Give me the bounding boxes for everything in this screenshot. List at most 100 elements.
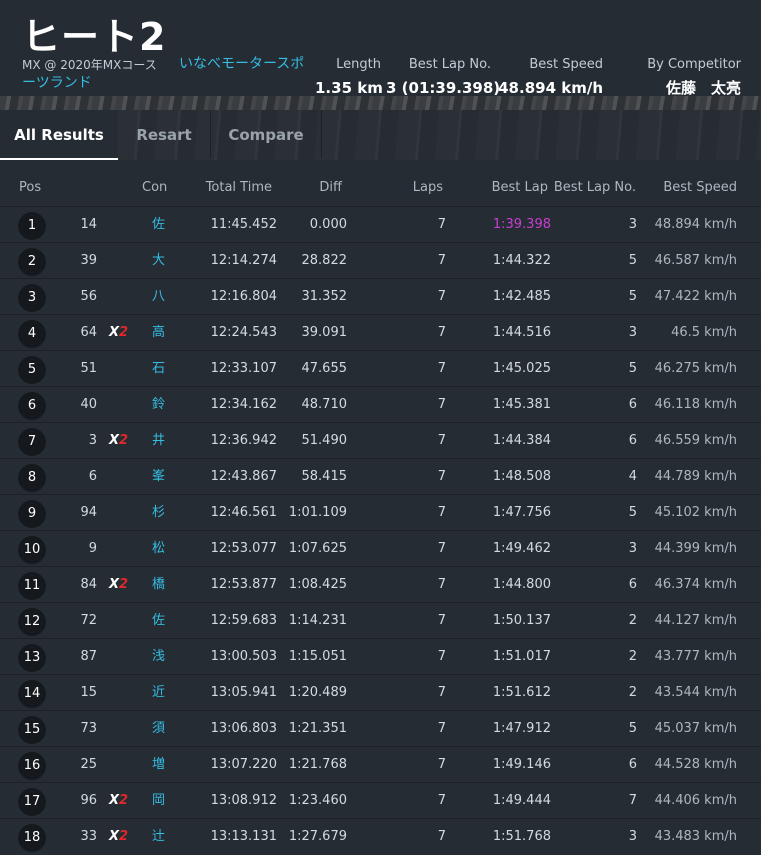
competitor-link[interactable]: 橋 <box>152 577 166 592</box>
best-speed: 46.374 km/h <box>654 577 737 592</box>
lap-count: 7 <box>437 577 446 592</box>
lap-count: 7 <box>437 361 446 376</box>
best-lap-number: 3 <box>628 217 637 232</box>
table-row[interactable]: 13 87 浅 13:00.503 1:15.051 7 1:51.017 2 43.777 k… <box>0 638 761 674</box>
best-lap-time: 1:47.912 <box>492 721 551 736</box>
table-row[interactable]: 14 15 近 13:05.941 1:20.489 7 1:51.612 2 43.544 k… <box>0 674 761 710</box>
competitor-link[interactable]: 杉 <box>152 505 166 520</box>
lap-count: 7 <box>437 721 446 736</box>
competitor-link[interactable]: 井 <box>152 433 166 448</box>
lap-count: 7 <box>437 685 446 700</box>
competitor-link[interactable]: 鈴 <box>152 397 166 412</box>
column-header-best-lap-no[interactable]: Best Lap No. <box>553 180 636 195</box>
bike-number: 9 <box>88 541 97 556</box>
competitor-link[interactable]: 松 <box>152 541 166 556</box>
best-lap-number: 3 <box>628 829 637 844</box>
column-header-laps[interactable]: Laps <box>412 180 443 195</box>
column-header-competitor[interactable]: Con <box>142 180 168 195</box>
best-speed: 44.127 km/h <box>654 613 737 628</box>
table-row[interactable]: 2 39 大 12:14.274 28.822 7 1:44.322 5 46.587 km/h <box>0 242 761 278</box>
total-time: 13:00.503 <box>210 649 277 664</box>
stat-best-speed-label: Best Speed <box>529 57 603 72</box>
best-lap-number: 6 <box>628 577 637 592</box>
competitor-link[interactable]: 大 <box>152 253 166 268</box>
table-row[interactable]: 7 3 X2 井 12:36.942 51.490 7 1:44.384 6 46.559 km/… <box>0 422 761 458</box>
bike-number: 73 <box>80 721 97 736</box>
time-diff: 1:07.625 <box>288 541 347 556</box>
event-header: ヒート2 MX @ 2020年MXコース いなべモータースポーツランド Leng… <box>0 0 761 110</box>
competitor-link[interactable]: 辻 <box>152 829 166 844</box>
lap-count: 7 <box>437 541 446 556</box>
best-lap-time: 1:47.756 <box>492 505 551 520</box>
best-lap-time: 1:50.137 <box>492 613 551 628</box>
x2-badge-two: 2 <box>119 829 129 844</box>
table-row[interactable]: 5 51 石 12:33.107 47.655 7 1:45.025 5 46.275 km/h <box>0 350 761 386</box>
competitor-link[interactable]: 岡 <box>152 793 166 808</box>
time-diff: 48.710 <box>301 397 348 412</box>
stat-best-speed-value: 48.894 km/h <box>498 79 603 97</box>
competitor-link[interactable]: 高 <box>152 325 166 340</box>
table-row[interactable]: 8 6 峯 12:43.867 58.415 7 1:48.508 4 44.789 km/h <box>0 458 761 494</box>
table-row[interactable]: 11 84 X2 橋 12:53.877 1:08.425 7 1:44.800 6 46.374… <box>0 566 761 602</box>
tab-resart[interactable]: Resart <box>136 126 192 144</box>
event-name: MX @ 2020年MXコース <box>22 58 157 72</box>
column-header-diff[interactable]: Diff <box>319 180 342 195</box>
table-row[interactable]: 16 25 増 13:07.220 1:21.768 7 1:49.146 6 44.528 k… <box>0 746 761 782</box>
total-time: 13:07.220 <box>210 757 277 772</box>
stat-by-competitor-value: 佐藤 太亮 <box>665 79 741 97</box>
total-time: 12:33.107 <box>210 361 277 376</box>
table-row[interactable]: 18 33 X2 辻 13:13.131 1:27.679 7 1:51.768 3 43.483… <box>0 818 761 854</box>
total-time: 11:45.452 <box>210 217 277 232</box>
column-header-best-speed[interactable]: Best Speed <box>663 180 737 195</box>
competitor-link[interactable]: 八 <box>152 289 166 304</box>
bike-number: 40 <box>80 397 97 412</box>
tab-all-results[interactable]: All Results <box>0 110 118 160</box>
best-lap-number: 5 <box>628 253 637 268</box>
position-badge: 16 <box>18 752 46 780</box>
best-lap-number: 5 <box>628 289 637 304</box>
table-row[interactable]: 1 14 佐 11:45.452 0.000 7 1:39.398 3 48.894 km/h <box>0 206 761 242</box>
lap-count: 7 <box>437 469 446 484</box>
best-lap-number: 5 <box>628 361 637 376</box>
competitor-link[interactable]: 峯 <box>152 469 166 484</box>
time-diff: 1:20.489 <box>288 685 347 700</box>
competitor-link[interactable]: 増 <box>152 757 166 772</box>
table-row[interactable]: 9 94 杉 12:46.561 1:01.109 7 1:47.756 5 45.102 km… <box>0 494 761 530</box>
position-badge: 12 <box>18 608 46 636</box>
best-lap-number: 2 <box>628 685 637 700</box>
column-header-best-lap[interactable]: Best Lap <box>491 180 548 195</box>
tab-compare[interactable]: Compare <box>228 126 304 144</box>
x2-badge-two: 2 <box>119 433 129 448</box>
bike-number: 6 <box>88 469 97 484</box>
bike-number: 96 <box>80 793 97 808</box>
competitor-link[interactable]: 佐 <box>152 613 166 628</box>
venue-link[interactable]: いなべモータースポーツランド <box>22 56 305 91</box>
competitor-link[interactable]: 須 <box>152 721 166 736</box>
column-header-pos[interactable]: Pos <box>19 180 42 195</box>
position-badge: 14 <box>18 680 46 708</box>
competitor-link[interactable]: 石 <box>152 361 166 376</box>
competitor-link[interactable]: 浅 <box>152 649 166 664</box>
competitor-link[interactable]: 佐 <box>152 217 166 232</box>
table-row[interactable]: 4 64 X2 高 12:24.543 39.091 7 1:44.516 3 46.5 km/h <box>0 314 761 350</box>
best-lap-time: 1:44.322 <box>492 253 551 268</box>
lap-count: 7 <box>437 793 446 808</box>
stat-best-lap-no: Best Lap No. 3 (01:39.398) <box>386 57 500 97</box>
table-row[interactable]: 10 9 松 12:53.077 1:07.625 7 1:49.462 3 44.399 km… <box>0 530 761 566</box>
best-lap-time: 1:51.612 <box>492 685 551 700</box>
table-row[interactable]: 17 96 X2 岡 13:08.912 1:23.460 7 1:49.444 7 44.406… <box>0 782 761 818</box>
best-speed: 47.422 km/h <box>654 289 737 304</box>
lap-count: 7 <box>437 649 446 664</box>
lap-count: 7 <box>437 613 446 628</box>
table-row[interactable]: 12 72 佐 12:59.683 1:14.231 7 1:50.137 2 44.127 k… <box>0 602 761 638</box>
position-badge: 15 <box>18 716 46 744</box>
position-badge: 11 <box>18 572 46 600</box>
table-row[interactable]: 3 56 八 12:16.804 31.352 7 1:42.485 5 47.422 km/h <box>0 278 761 314</box>
table-row[interactable]: 6 40 鈴 12:34.162 48.710 7 1:45.381 6 46.118 km/h <box>0 386 761 422</box>
competitor-link[interactable]: 近 <box>152 685 166 700</box>
best-speed: 43.777 km/h <box>654 649 737 664</box>
column-header-total-time[interactable]: Total Time <box>205 180 272 195</box>
bike-number: 64 <box>80 325 97 340</box>
table-row[interactable]: 15 73 須 13:06.803 1:21.351 7 1:47.912 5 45.037 k… <box>0 710 761 746</box>
best-lap-number: 5 <box>628 721 637 736</box>
